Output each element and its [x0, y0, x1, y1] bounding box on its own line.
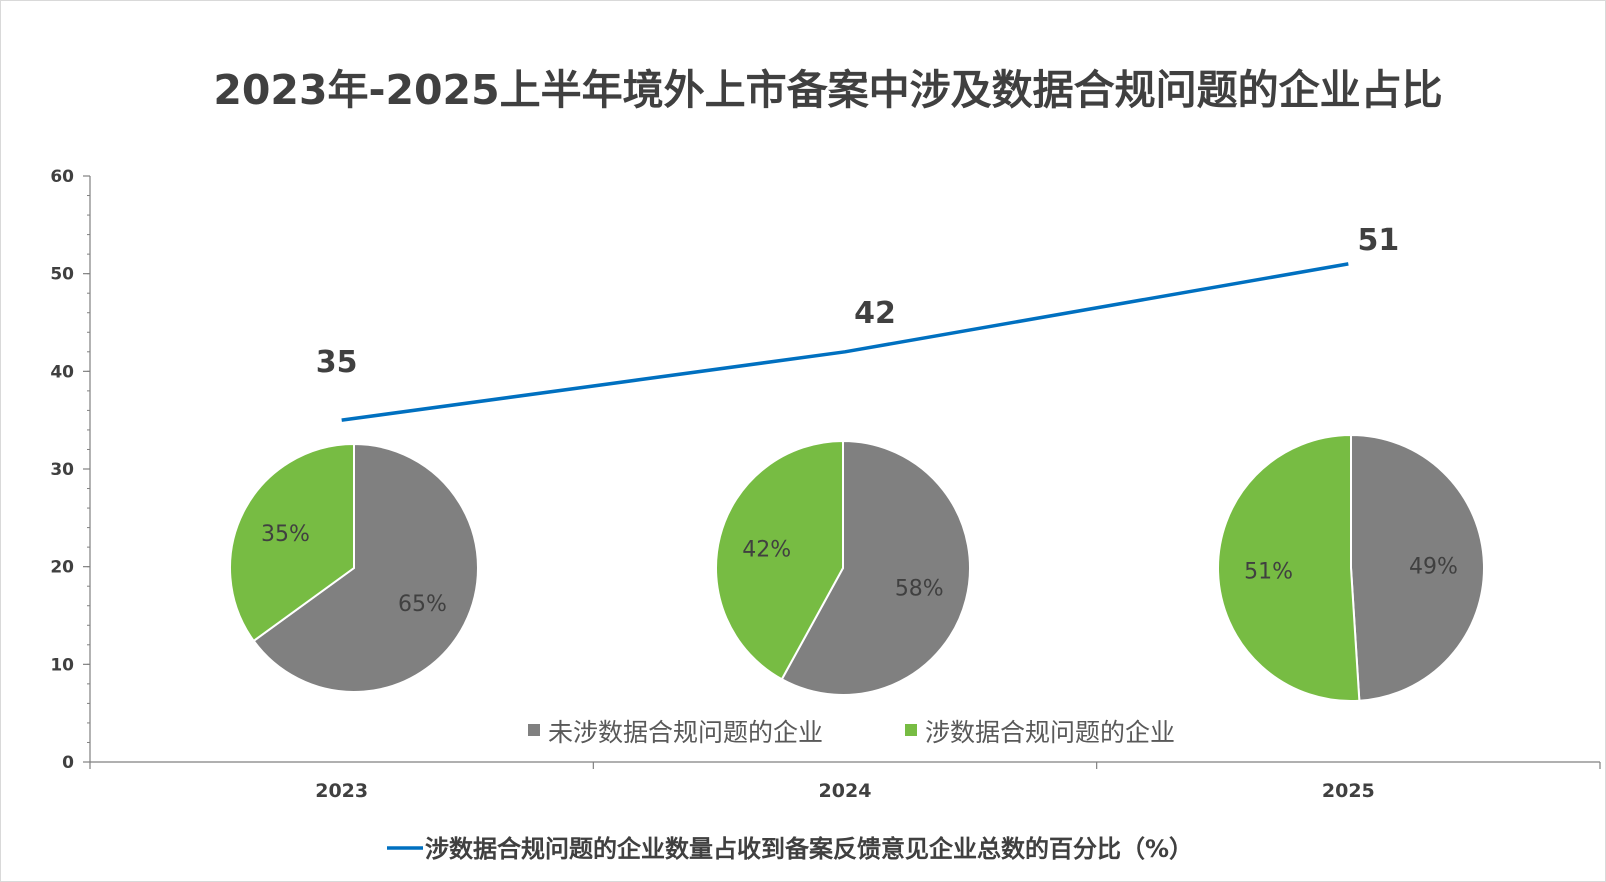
pie-legend: 未涉数据合规问题的企业 涉数据合规问题的企业: [528, 718, 1175, 747]
y-tick-label: 0: [62, 753, 74, 773]
y-tick-label: 20: [50, 558, 74, 578]
y-tick-label: 60: [50, 167, 74, 187]
data-label: 35: [316, 345, 358, 380]
y-tick-label: 50: [50, 265, 74, 285]
line-legend-label: 涉数据合规问题的企业数量占收到备案反馈意见企业总数的百分比（%）: [425, 835, 1193, 863]
pie-2025: 49% 51%: [1217, 433, 1486, 702]
pie-slice: [1350, 433, 1486, 702]
pie-slice: [252, 442, 479, 693]
pie-slice-label: 35%: [261, 522, 310, 547]
data-label: 51: [1357, 223, 1399, 258]
x-tick-label: 2023: [315, 780, 368, 802]
pie-legend-label: 未涉数据合规问题的企业: [548, 718, 823, 747]
pie-slice: [229, 442, 355, 643]
y-tick-label: 40: [50, 362, 74, 382]
pie-slice-label: 58%: [895, 577, 944, 602]
pie-legend-label: 涉数据合规问题的企业: [925, 718, 1175, 747]
pie-slice-label: 51%: [1244, 560, 1293, 585]
pie-slice-label: 49%: [1409, 554, 1458, 579]
series-line: [341, 262, 1349, 422]
y-tick-label: 10: [50, 655, 74, 675]
line-series: 35 42 51: [316, 223, 1399, 422]
pie-legend-swatch: [528, 724, 540, 736]
y-tick-label: 30: [50, 460, 74, 480]
chart-title: 2023年-2025上半年境外上市备案中涉及数据合规问题的企业占比: [213, 66, 1442, 114]
pie-legend-swatch: [905, 724, 917, 736]
pie-slice: [715, 439, 844, 681]
x-tick-label: 2024: [819, 780, 872, 802]
data-label: 42: [854, 296, 896, 331]
line-legend: 涉数据合规问题的企业数量占收到备案反馈意见企业总数的百分比（%）: [387, 835, 1193, 863]
pie-2024: 58% 42%: [715, 439, 971, 696]
pie-2023: 65% 35%: [229, 442, 479, 693]
pie-slice: [1217, 433, 1361, 702]
x-tick-label: 2025: [1322, 780, 1375, 802]
axes: 0 10 20 30 40 50 60 2023 2024 2025: [50, 167, 1601, 802]
pie-slice: [780, 439, 971, 696]
pie-slice-label: 42%: [742, 537, 791, 562]
pie-charts: 65% 35% 58% 42% 49% 51%: [229, 433, 1486, 702]
pie-slice-label: 65%: [398, 592, 447, 617]
